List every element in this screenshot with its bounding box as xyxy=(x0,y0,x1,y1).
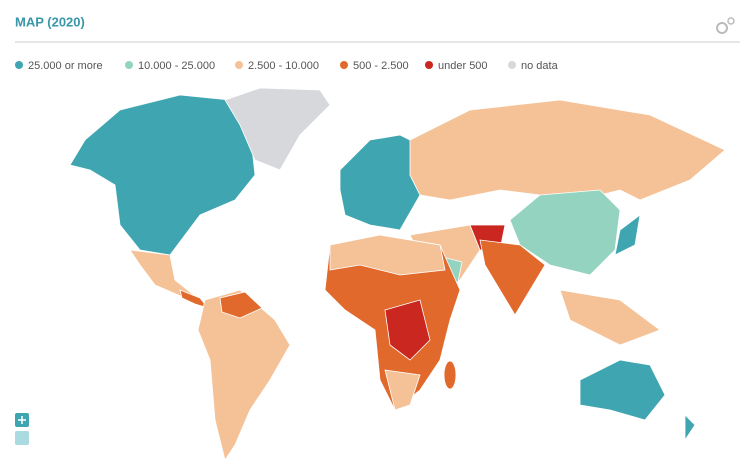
region-north-africa xyxy=(329,234,446,276)
legend-label: 500 - 2.500 xyxy=(353,60,409,72)
legend-swatch xyxy=(340,61,348,69)
region-russia-asia xyxy=(409,99,726,201)
region-southern-africa xyxy=(384,369,421,411)
legend-swatch xyxy=(125,61,133,69)
zoom-in-button[interactable] xyxy=(15,413,29,427)
region-central-america xyxy=(179,289,210,309)
legend-label: 2.500 - 10.000 xyxy=(248,60,319,72)
legend-swatch xyxy=(508,61,516,69)
world-map xyxy=(69,87,726,461)
region-central-africa xyxy=(384,299,431,361)
settings-icon[interactable] xyxy=(716,17,735,34)
region-venezuela xyxy=(219,291,263,319)
region-china xyxy=(509,189,621,276)
legend-swatch xyxy=(425,61,433,69)
region-southeast-asia xyxy=(559,289,661,346)
region-japan xyxy=(614,214,641,256)
region-north-america xyxy=(69,94,256,256)
legend-swatch xyxy=(235,61,243,69)
region-new-zealand xyxy=(684,414,696,442)
region-greenland xyxy=(224,87,331,171)
legend-label: no data xyxy=(521,60,559,72)
zoom-out-button[interactable] xyxy=(15,431,29,445)
legend-label: under 500 xyxy=(438,60,488,72)
legend: 25.000 or more 10.000 - 25.000 2.500 - 10.… xyxy=(15,60,559,72)
region-madagascar xyxy=(443,360,457,390)
region-australia xyxy=(579,359,666,421)
map-title: MAP (2020) xyxy=(15,14,85,29)
legend-label: 25.000 or more xyxy=(28,60,103,72)
legend-label: 10.000 - 25.000 xyxy=(138,60,215,72)
region-south-america xyxy=(197,289,291,461)
region-europe xyxy=(339,134,421,231)
region-india xyxy=(479,239,546,316)
legend-swatch xyxy=(15,61,23,69)
